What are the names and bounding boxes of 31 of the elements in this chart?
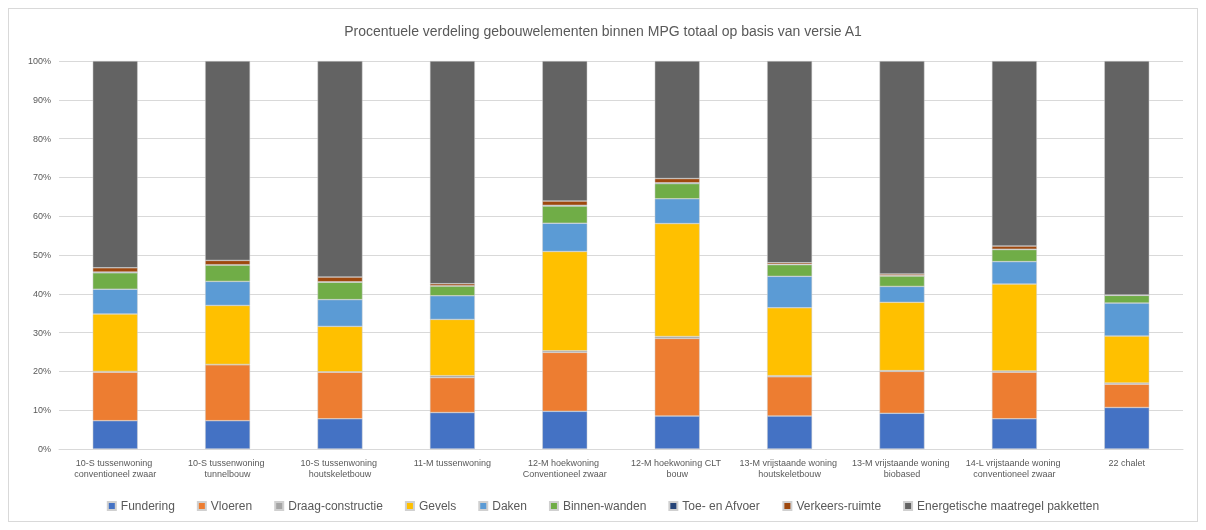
legend-label: Vloeren: [210, 499, 253, 513]
y-tick-label: 100%: [27, 56, 51, 66]
y-tick-label: 10%: [32, 405, 51, 416]
legend-label: Energetische maatregel pakketten: [917, 499, 1100, 513]
y-tick-label: 40%: [32, 288, 51, 299]
legend-label: Draag-constructie: [288, 499, 384, 513]
y-tick-label: 70%: [32, 172, 51, 183]
chart-title: Procentuele verdeling gebouwelementen binnen MPG totaal op basis van versie A1: [344, 23, 862, 39]
x-tick-label: 13-M vrijstaande woning biobased: [851, 457, 953, 479]
legend-label: Binnen-wanden: [562, 499, 647, 513]
y-tick-label: 0%: [37, 444, 51, 454]
y-tick-label: 50%: [32, 250, 51, 260]
y-tick-label: 80%: [32, 133, 51, 144]
y-tick-label: 30%: [32, 327, 51, 338]
x-tick-label: 10-S tussenwoning conventioneel zwaar: [74, 457, 157, 479]
x-tick-label: 13-M vrijstaande woning houtskeletbouw: [739, 457, 840, 479]
y-tick-label: 90%: [32, 94, 51, 105]
legend-label: Gevels: [418, 499, 457, 513]
legend-label: Toe- en Afvoer: [682, 499, 760, 513]
x-tick-label: 22 chalet: [1108, 457, 1146, 468]
x-tick-label: 14-L vrijstaande woning conventioneel zwaar: [965, 457, 1064, 479]
x-tick-label: 12-M hoekwoning CLT bouw: [631, 457, 724, 479]
y-tick-label: 60%: [32, 211, 51, 222]
y-tick-label: 20%: [32, 366, 51, 377]
x-tick-label: 10-S tussenwoning tunnelbouw: [188, 457, 268, 479]
x-tick-label: 11-M tussenwoning: [413, 457, 492, 468]
x-tick-label: 12-M hoekwoning Conventioneel zwaar: [522, 457, 607, 479]
legend-label: Fundering: [120, 499, 175, 513]
legend-label: Verkeers-ruimte: [796, 499, 882, 513]
legend-label: Daken: [492, 499, 527, 513]
x-tick-label: 10-S tussenwoning houtskeletbouw: [300, 457, 380, 479]
